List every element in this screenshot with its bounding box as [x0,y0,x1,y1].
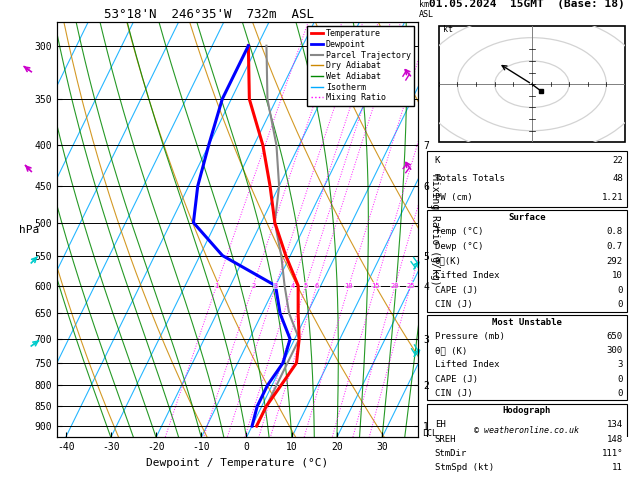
Text: 5: 5 [304,283,308,289]
Text: 1.21: 1.21 [601,193,623,202]
Text: 20: 20 [391,283,399,289]
Text: 134: 134 [607,420,623,430]
Text: 6: 6 [314,283,319,289]
Text: kt: kt [443,25,453,34]
Text: 0: 0 [618,375,623,383]
Text: Pressure (mb): Pressure (mb) [435,332,504,341]
Text: PW (cm): PW (cm) [435,193,472,202]
Y-axis label: Mixing Ratio (g/kg): Mixing Ratio (g/kg) [430,174,440,285]
Text: θᴄ (K): θᴄ (K) [435,346,467,355]
Text: 148: 148 [607,434,623,444]
Text: 3: 3 [618,361,623,369]
Text: Lifted Index: Lifted Index [435,361,499,369]
Text: StmSpd (kt): StmSpd (kt) [435,463,494,472]
Text: 4: 4 [291,283,294,289]
Text: StmDir: StmDir [435,449,467,458]
Text: CIN (J): CIN (J) [435,389,472,398]
Text: θᴄ(K): θᴄ(K) [435,257,462,265]
Text: CAPE (J): CAPE (J) [435,375,478,383]
Text: 0.8: 0.8 [607,227,623,236]
Text: CAPE (J): CAPE (J) [435,286,478,295]
Legend: Temperature, Dewpoint, Parcel Trajectory, Dry Adiabat, Wet Adiabat, Isotherm, Mi: Temperature, Dewpoint, Parcel Trajectory… [308,26,414,105]
Text: 1: 1 [214,283,219,289]
Text: 650: 650 [607,332,623,341]
Text: 11: 11 [612,463,623,472]
Text: Dewp (°C): Dewp (°C) [435,242,483,251]
Bar [426,404,627,474]
Text: 22: 22 [612,156,623,165]
Text: LCL: LCL [422,429,437,438]
Text: K: K [435,156,440,165]
Text: 01.05.2024  15GMT  (Base: 18): 01.05.2024 15GMT (Base: 18) [429,0,625,9]
Bar [426,315,627,400]
Bar [426,151,627,207]
Text: EH: EH [435,420,445,430]
Text: 10: 10 [345,283,353,289]
Text: km
ASL: km ASL [419,0,434,19]
Text: © weatheronline.co.uk: © weatheronline.co.uk [474,426,579,435]
Bar [426,210,627,312]
Title: 53°18'N  246°35'W  732m  ASL: 53°18'N 246°35'W 732m ASL [104,8,313,21]
X-axis label: Dewpoint / Temperature (°C): Dewpoint / Temperature (°C) [147,458,328,468]
Text: 0: 0 [618,286,623,295]
Text: 3: 3 [274,283,278,289]
Text: 0: 0 [618,300,623,309]
Text: 2: 2 [251,283,255,289]
Text: CIN (J): CIN (J) [435,300,472,309]
Text: Hodograph: Hodograph [503,406,551,416]
Text: 48: 48 [612,174,623,183]
Text: Most Unstable: Most Unstable [492,318,562,327]
Text: 15: 15 [371,283,380,289]
Text: 25: 25 [406,283,415,289]
Text: Totals Totals: Totals Totals [435,174,504,183]
FancyBboxPatch shape [439,26,625,142]
Text: 292: 292 [607,257,623,265]
Text: 300: 300 [607,346,623,355]
Text: 0.7: 0.7 [607,242,623,251]
Text: Lifted Index: Lifted Index [435,271,499,280]
Text: SREH: SREH [435,434,456,444]
Text: 0: 0 [618,389,623,398]
Text: Temp (°C): Temp (°C) [435,227,483,236]
Text: Surface: Surface [508,213,545,222]
Text: hPa: hPa [19,225,40,235]
Text: 111°: 111° [601,449,623,458]
Text: 10: 10 [612,271,623,280]
